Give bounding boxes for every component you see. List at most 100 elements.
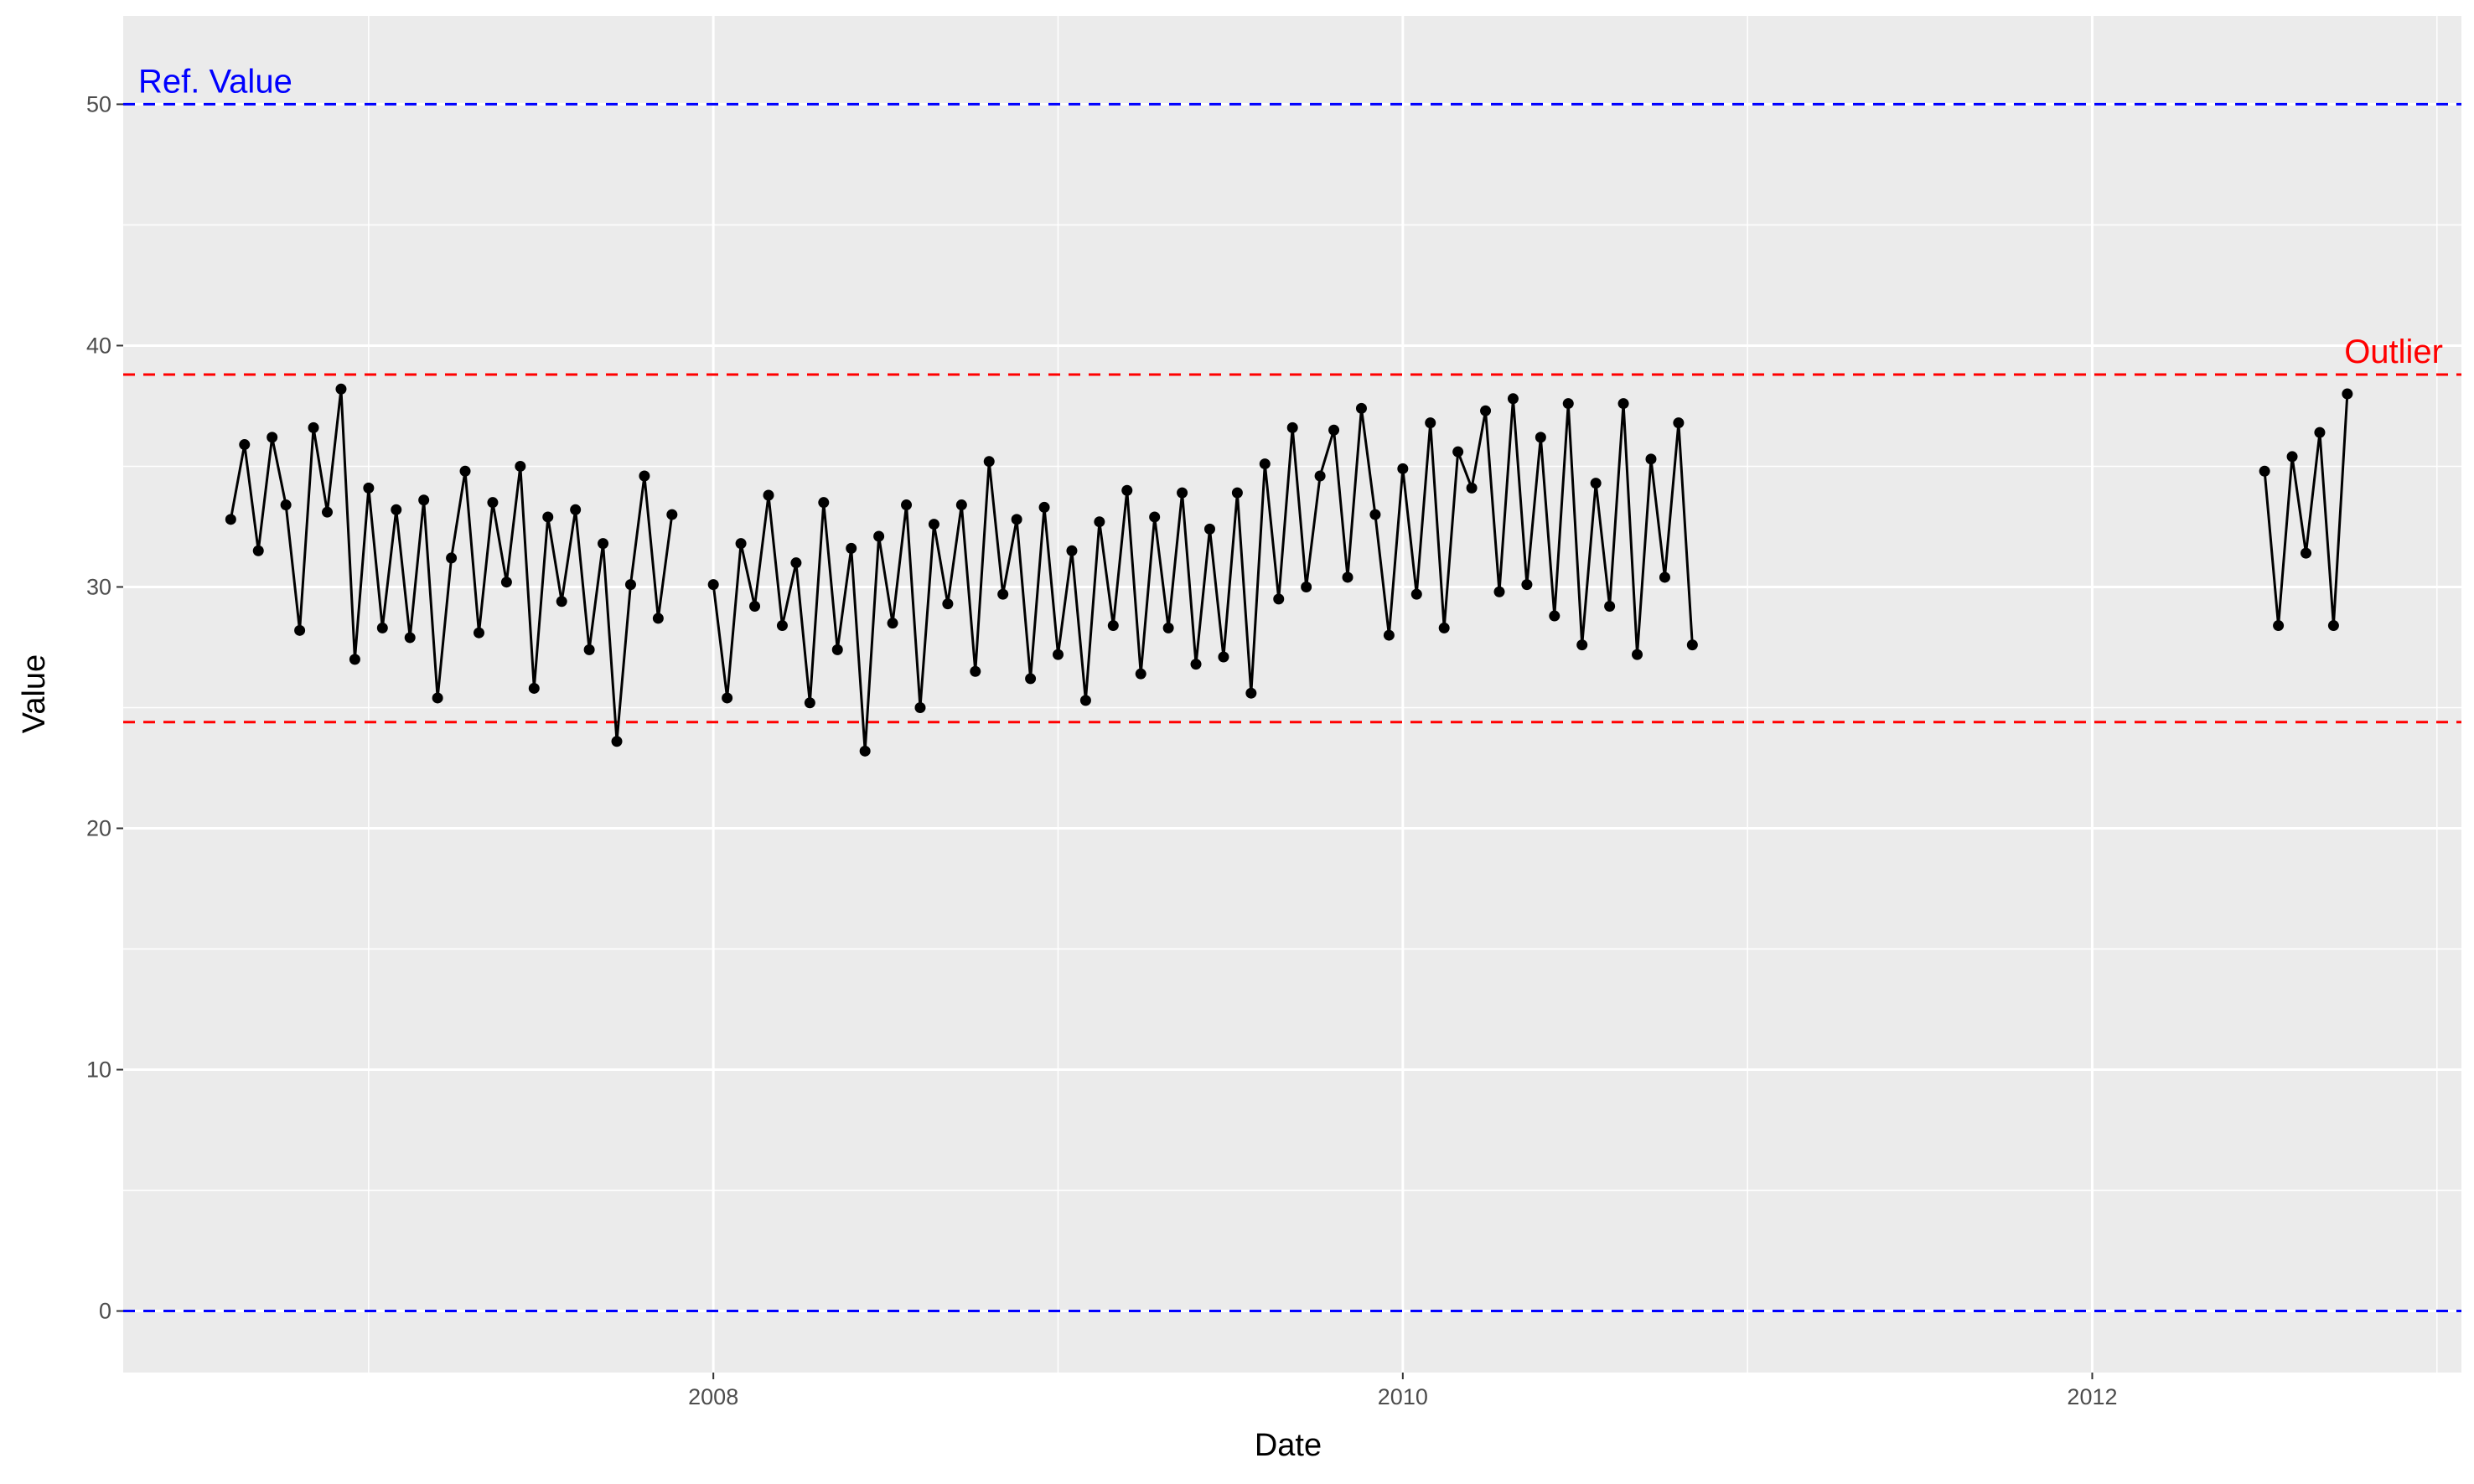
data-point: [542, 511, 554, 523]
data-point: [1135, 668, 1146, 680]
data-point: [2327, 620, 2339, 632]
data-point: [749, 601, 761, 613]
data-point: [1218, 651, 1229, 663]
data-point: [1038, 501, 1050, 513]
data-point: [970, 665, 981, 677]
plot-panel: [123, 16, 2461, 1373]
data-point: [1273, 593, 1285, 605]
data-point: [391, 504, 402, 515]
data-point: [942, 598, 954, 610]
data-point: [1162, 622, 1174, 633]
data-point: [914, 701, 926, 713]
data-point: [1590, 478, 1602, 489]
data-point: [294, 624, 306, 636]
data-point: [804, 697, 815, 709]
data-point: [1617, 398, 1629, 410]
data-point: [997, 588, 1009, 600]
series-line: [712, 398, 1694, 752]
y-tick-label: 30: [86, 574, 111, 599]
annotation: Outlier: [2344, 334, 2443, 370]
data-point: [1190, 659, 1202, 670]
data-point: [1645, 453, 1657, 465]
data-point: [955, 499, 967, 511]
data-point: [707, 579, 719, 591]
data-point: [776, 620, 788, 632]
data-point: [1053, 649, 1064, 660]
data-point: [446, 552, 458, 564]
x-tick-label: 2008: [688, 1384, 738, 1409]
data-point: [722, 692, 733, 704]
data-point: [1549, 610, 1560, 622]
data-point: [624, 579, 636, 591]
data-point: [1314, 470, 1326, 482]
data-point: [735, 538, 747, 550]
data-point: [652, 613, 664, 624]
reference-lines: [123, 102, 2461, 1313]
y-tick-label: 0: [99, 1299, 111, 1324]
x-tick-label: 2010: [1378, 1384, 1428, 1409]
data-point: [335, 383, 347, 395]
data-point: [432, 692, 443, 704]
data-point: [1025, 673, 1037, 685]
y-tick-label: 50: [86, 91, 111, 116]
data-point: [983, 456, 995, 468]
data-point: [1425, 417, 1436, 429]
data-point: [1149, 511, 1161, 523]
data-point: [1245, 687, 1257, 699]
data-point: [1576, 639, 1588, 651]
data-point: [1480, 405, 1492, 416]
data-point: [1079, 695, 1091, 706]
data-point: [2300, 547, 2311, 559]
data-point: [528, 682, 540, 694]
data-point: [1094, 516, 1105, 528]
data-point: [556, 596, 567, 608]
data-point: [515, 460, 526, 472]
data-point: [1121, 484, 1133, 496]
data-point: [1535, 432, 1546, 443]
data-point: [418, 494, 430, 506]
data-point: [846, 542, 857, 554]
data-point: [598, 538, 609, 550]
data-point: [818, 497, 830, 509]
data-point: [1011, 514, 1022, 525]
data-point: [1397, 463, 1409, 474]
data-point: [1452, 446, 1464, 458]
data-point: [873, 530, 885, 542]
data-point: [1438, 622, 1450, 633]
data-point: [239, 439, 251, 451]
data-point: [1328, 424, 1340, 436]
data-point: [901, 499, 913, 511]
data-point: [790, 557, 802, 569]
data-point: [1177, 487, 1188, 499]
data-point: [1286, 421, 1298, 433]
data-point: [2314, 427, 2326, 438]
data-point: [1355, 402, 1367, 414]
data-point: [2286, 451, 2298, 463]
data-point: [280, 499, 292, 511]
data-point: [1301, 581, 1312, 592]
data-point: [1521, 579, 1533, 591]
data-point: [611, 736, 623, 747]
data-point: [487, 497, 499, 509]
x-axis-title: Date: [1255, 1428, 1322, 1463]
y-axis-title: Value: [17, 654, 52, 733]
data-point: [1107, 620, 1119, 632]
data-point: [225, 514, 236, 525]
y-tick-label: 40: [86, 333, 111, 358]
data-point: [500, 577, 512, 588]
data-point: [1686, 639, 1698, 651]
data-point: [349, 654, 360, 665]
data-point: [1342, 571, 1353, 583]
data-point: [2342, 388, 2353, 400]
data-point: [1410, 588, 1422, 600]
data-point: [404, 632, 416, 644]
data-point: [859, 745, 871, 757]
data-point: [252, 545, 264, 556]
annotation: Ref. Value: [138, 63, 292, 100]
data-point: [1604, 601, 1616, 613]
data-point: [570, 504, 582, 515]
y-tick-label: 20: [86, 815, 111, 840]
data-point: [1259, 458, 1271, 470]
data-point: [1383, 629, 1395, 641]
